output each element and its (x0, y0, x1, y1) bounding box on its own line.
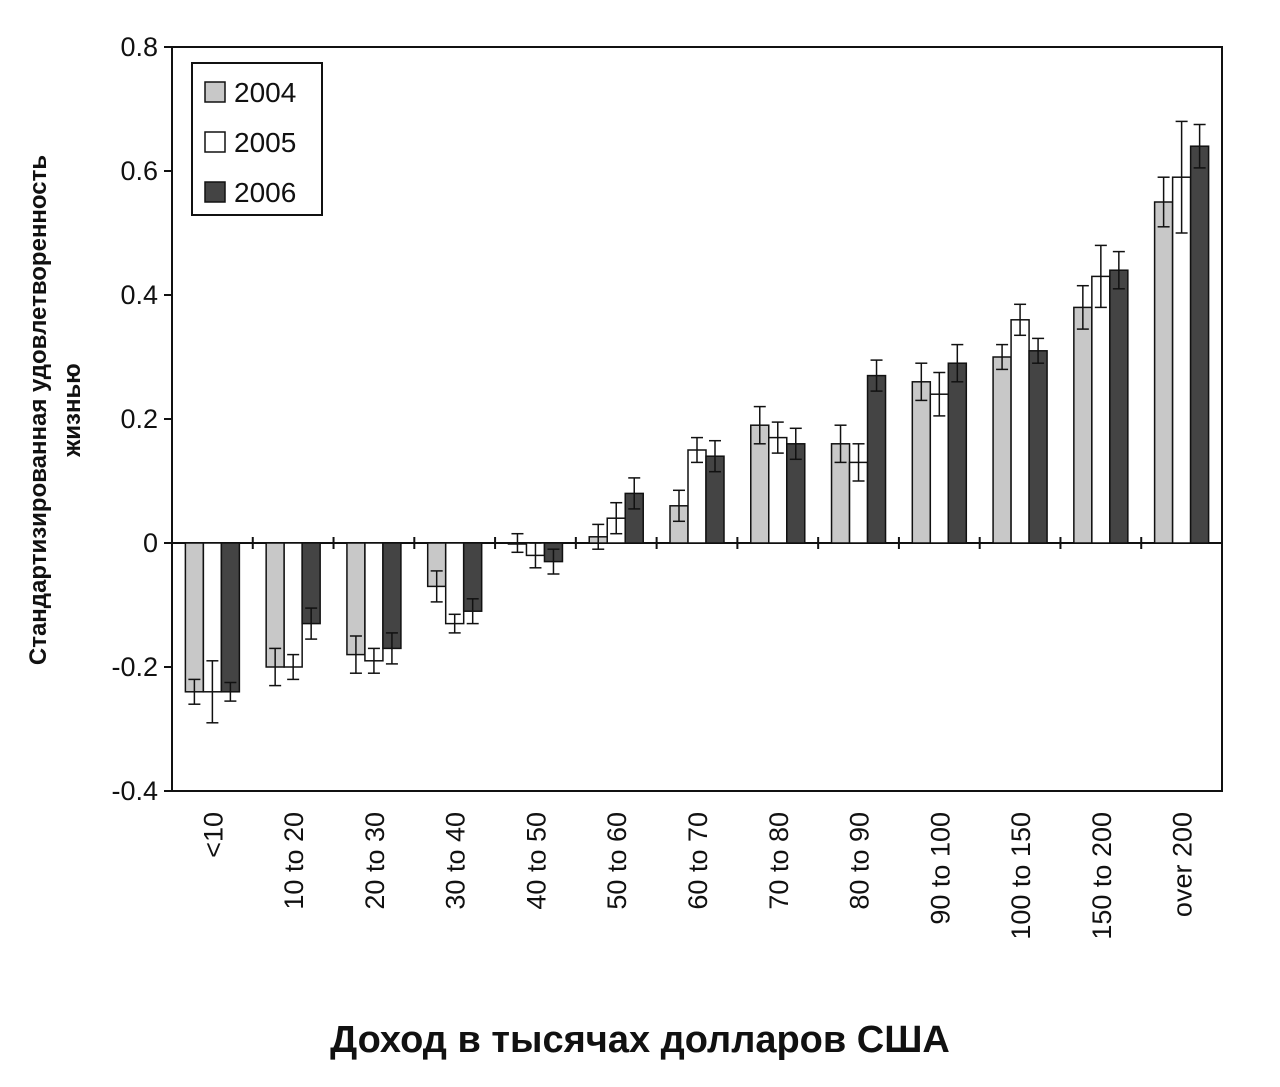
x-tick-label: 80 to 90 (845, 812, 875, 910)
legend-label-2004: 2004 (234, 77, 296, 108)
x-tick-label: over 200 (1168, 812, 1198, 917)
y-tick-label: -0.4 (111, 776, 158, 806)
bar-2005 (444, 542, 465, 625)
legend-swatch-2004 (204, 81, 226, 103)
y-tick-label: 0 (143, 528, 158, 558)
x-tick-label: 90 to 100 (925, 812, 955, 925)
bar-2005 (1010, 319, 1030, 544)
y-tick-label: 0.8 (120, 32, 158, 62)
bar-2004 (184, 542, 205, 693)
bar-2006 (866, 374, 887, 544)
x-tick-label: 100 to 150 (1006, 812, 1036, 940)
x-tick-label: 20 to 30 (360, 812, 390, 910)
bar-2005 (687, 449, 707, 544)
bar-2004 (1153, 201, 1174, 544)
y-tick-label: 0.4 (120, 280, 158, 310)
y-tick-label: -0.2 (111, 652, 158, 682)
legend: 2004 2005 2006 (191, 62, 323, 216)
legend-label-2005: 2005 (234, 127, 296, 158)
x-tick-label: 40 to 50 (521, 812, 551, 910)
y-tick-label: 0.6 (120, 156, 158, 186)
x-tick-label: 30 to 40 (441, 812, 471, 910)
x-tick-label: 60 to 70 (683, 812, 713, 910)
bar-2006 (1109, 269, 1129, 544)
y-axis-label-line2: жизнью (59, 363, 86, 457)
x-tick-label: <10 (198, 812, 228, 858)
bar-2004 (1073, 306, 1093, 544)
bar-2004 (911, 381, 932, 544)
bar-2006 (1189, 145, 1210, 544)
x-tick-label: 50 to 60 (602, 812, 632, 910)
bar-2005 (1091, 275, 1111, 544)
x-tick-label: 150 to 200 (1087, 812, 1117, 940)
bar-2006 (220, 542, 241, 693)
x-tick-label: 10 to 20 (279, 812, 309, 910)
x-tick-labels: <10 10 to 20 20 to 30 30 to 40 40 to 50 50 to… (198, 812, 1197, 940)
x-axis-label: Доход в тысячах долларов США (330, 1019, 950, 1061)
y-axis-label: Стандартизированная удовлетворенность (25, 155, 52, 665)
legend-swatch-2005 (204, 131, 226, 153)
y-tick-labels: 0.8 0.6 0.4 0.2 0 -0.2 -0.4 (111, 32, 158, 806)
x-tick-label: 70 to 80 (764, 812, 794, 910)
bar-2006 (947, 362, 968, 544)
y-tick-label: 0.2 (120, 404, 158, 434)
legend-swatch-2006 (204, 181, 226, 203)
bar-2005 (364, 542, 384, 662)
bar-2005 (283, 542, 303, 668)
legend-label-2006: 2006 (234, 177, 296, 208)
bar-2006 (1028, 350, 1048, 544)
bars (184, 120, 1210, 724)
bar-2004 (992, 356, 1012, 544)
